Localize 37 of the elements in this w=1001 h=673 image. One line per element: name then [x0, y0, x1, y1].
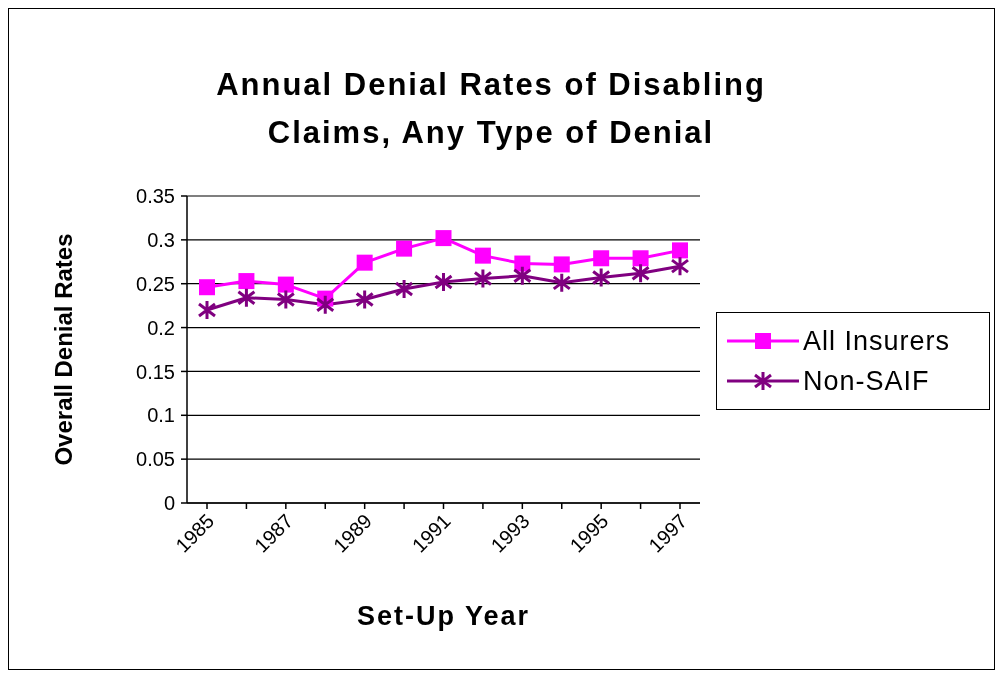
x-axis-title: Set-Up Year: [356, 601, 531, 631]
point: [552, 272, 572, 294]
point: [553, 256, 570, 273]
y-axis-title: Overall Denial Rates: [49, 233, 77, 466]
point: [593, 250, 610, 267]
y-tick-label: 0.25: [136, 272, 175, 295]
point: [236, 287, 256, 309]
point: [396, 240, 413, 257]
y-tick-label: 0.05: [136, 448, 175, 471]
point: [512, 265, 532, 287]
point: [355, 289, 375, 310]
point: [474, 247, 491, 264]
point: [473, 267, 493, 289]
point: [631, 262, 651, 284]
y-tick-label: 0: [163, 492, 175, 515]
point: [277, 276, 294, 293]
point: [434, 271, 453, 293]
point: [356, 254, 373, 271]
y-tick-label: 0.2: [147, 316, 175, 339]
point: [276, 289, 296, 310]
point: [238, 273, 255, 290]
y-tick-label: 0.35: [136, 185, 175, 208]
point: [197, 299, 217, 321]
chart-title: Annual Denial Rates of Disabling Claims, Any Type of Denial: [215, 66, 767, 152]
point: [394, 278, 414, 300]
y-tick-label: 0.3: [147, 228, 175, 251]
point: [315, 294, 335, 316]
y-tick-label: 0.1: [147, 404, 175, 427]
point: [632, 250, 649, 267]
point: [670, 255, 690, 277]
point: [199, 279, 215, 296]
y-tick-label: 0.15: [136, 360, 175, 383]
point: [435, 230, 452, 247]
point: [591, 267, 611, 289]
point: [672, 242, 688, 259]
legend-label: Non-SAIF: [803, 365, 930, 397]
legend-label: All Insurers: [803, 325, 951, 357]
